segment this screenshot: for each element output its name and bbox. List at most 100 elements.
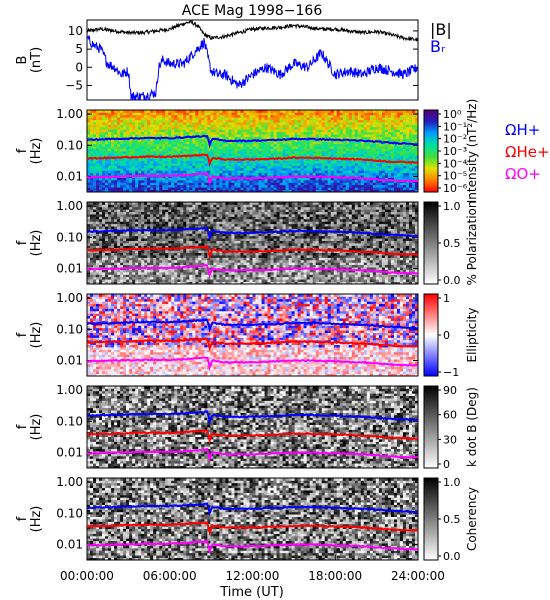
colorbar-tick-label: −1 — [443, 366, 459, 379]
y-axis-label: f — [15, 516, 30, 521]
x-tick-label: 12:00:00 — [226, 569, 280, 583]
panel-polarization: f (Hz) 1.00 0.10 0.01 1.0 0.5 0.0 % Polarization — [15, 199, 479, 287]
colorbar-tick-label: 10⁻² — [443, 133, 467, 146]
colorbar-tick-label: 10⁻⁵ — [443, 170, 467, 183]
colorbar-tick-label: 30 — [443, 433, 457, 446]
y-tick-label: 0.10 — [56, 322, 83, 336]
gyrofrequency-legend-label: ΩHe+ — [505, 143, 550, 161]
x-tick-label: 06:00:00 — [143, 569, 197, 583]
colorbar: 90 60 30 0 k dot B (Deg) — [423, 384, 479, 471]
panel-coherency: f (Hz) 1.00 0.10 0.01 1.0 0.5 0.0 Coherency — [15, 475, 479, 563]
y-tick-label: 1.00 — [56, 291, 83, 305]
gyrofrequency-line — [87, 244, 418, 260]
y-axis-unit: (nT) — [29, 47, 44, 73]
gyrofrequency-line — [87, 264, 418, 279]
gyrofrequency-line — [87, 521, 418, 536]
colorbar-tick-label: 10⁻¹ — [443, 120, 467, 133]
colorbar-scale — [423, 109, 439, 193]
colorbar-tick-label: 0.5 — [443, 513, 461, 526]
x-axis: 00:00:00 06:00:00 12:00:00 18:00:00 24:00:00 — [60, 555, 445, 583]
gyrofrequency-line — [87, 356, 418, 371]
y-tick-label: 0.01 — [56, 538, 83, 552]
colorbar-tick-label: 1.0 — [443, 476, 461, 489]
y-tick-label: 10 — [68, 24, 83, 38]
colorbar-label: Coherency — [465, 487, 479, 551]
heatmap-cells — [87, 294, 419, 377]
colorbar-tick-label: 60 — [443, 409, 457, 422]
gyrofrequency-line — [87, 318, 418, 333]
y-tick-label: 0.01 — [56, 170, 83, 184]
colorbar-label: Intensity (nT²/Hz) — [465, 99, 479, 204]
x-tick-label: 00:00:00 — [60, 569, 114, 583]
gyrofrequency-line — [87, 171, 418, 186]
colorbar-tick-label: 0.0 — [443, 274, 461, 287]
y-tick-label: 0.10 — [56, 230, 83, 244]
chart-title: ACE Mag 1998−166 — [182, 3, 323, 19]
colorbar: 1.0 0.5 0.0 Coherency — [423, 476, 479, 563]
y-tick-label: −5 — [65, 78, 83, 92]
panel-intensity: f (Hz) 1.00 0.10 0.01 10⁰10⁻¹10⁻²10⁻³10⁻⁴10⁻⁵… — [15, 99, 550, 204]
colorbar-scale — [423, 293, 439, 377]
y-axis-label: B — [15, 56, 30, 65]
panel-ellipticity: f (Hz) 1.00 0.10 0.01 1 0 −1 Ellipticity — [15, 291, 479, 379]
gyrofrequency-line — [87, 410, 418, 426]
x-tick-label: 24:00:00 — [391, 569, 445, 583]
colorbar-tick-label: 10⁻⁶ — [443, 182, 468, 195]
plot-frame — [86, 109, 419, 193]
panel-bfield: B (nT) −5 0 5 10 |B|Bᵣ — [15, 19, 452, 101]
colorbar-tick-label: 1 — [443, 292, 450, 305]
y-axis-unit: (Hz) — [29, 322, 44, 349]
gyrofrequency-legend-label: ΩH+ — [505, 121, 540, 139]
colorbar-tick-label: 0 — [443, 329, 450, 342]
plot-frame — [86, 385, 419, 469]
gyrofrequency-line — [87, 226, 418, 242]
y-axis-label: f — [15, 148, 30, 153]
y-tick-label: 1.00 — [56, 383, 83, 397]
gyrofrequency-legend-label: ΩO+ — [505, 165, 541, 183]
colorbar-tick-label: 10⁰ — [443, 108, 462, 121]
heatmap-cells — [87, 386, 419, 469]
panel-kdotb: f (Hz) 1.00 0.10 0.01 90 60 30 0 k dot B (Deg) — [15, 383, 479, 471]
heatmap-cells — [87, 110, 419, 193]
y-axis-label: f — [15, 424, 30, 429]
colorbar-tick-label: 0.0 — [443, 550, 461, 563]
gyrofrequency-line — [87, 153, 418, 167]
y-axis-unit: (Hz) — [29, 506, 44, 533]
colorbar-label: k dot B (Deg) — [465, 387, 479, 467]
x-tick-label: 18:00:00 — [308, 569, 362, 583]
colorbar-tick-label: 1.0 — [443, 200, 461, 213]
legend-entry: |B| — [430, 20, 452, 39]
y-tick-label: 0 — [75, 60, 83, 74]
y-tick-label: 0.10 — [56, 138, 83, 152]
x-axis-label: Time (UT) — [219, 585, 284, 600]
colorbar-scale — [423, 477, 439, 561]
legend-entry: Bᵣ — [430, 37, 446, 56]
colorbar-tick-label: 10⁻³ — [443, 145, 467, 158]
y-tick-label: 1.00 — [56, 199, 83, 213]
y-axis-unit: (Hz) — [29, 414, 44, 441]
colorbar: 1.0 0.5 0.0 % Polarization — [423, 200, 479, 287]
y-tick-label: 0.10 — [56, 506, 83, 520]
plot-frame — [86, 201, 419, 285]
colorbar: 1 0 −1 Ellipticity — [423, 292, 479, 379]
y-axis-unit: (Hz) — [29, 230, 44, 257]
gyrofrequency-legend: ΩH+ ΩHe+ ΩO+ — [505, 121, 550, 183]
series-line — [87, 35, 418, 100]
gyrofrequency-line — [87, 134, 418, 149]
colorbar-label: % Polarization — [465, 201, 479, 286]
y-tick-label: 5 — [75, 42, 83, 56]
gyrofrequency-line — [87, 429, 418, 445]
y-tick-label: 1.00 — [56, 475, 83, 489]
gyrofrequency-line — [87, 502, 418, 517]
colorbar-scale — [423, 201, 439, 285]
y-tick-label: 0.01 — [56, 262, 83, 276]
colorbar-scale — [423, 385, 439, 469]
colorbar-tick-label: 10⁻⁴ — [443, 157, 468, 170]
y-axis-label: f — [15, 240, 30, 245]
y-tick-label: 0.01 — [56, 354, 83, 368]
plot-frame — [86, 293, 419, 377]
gyrofrequency-line — [87, 447, 418, 463]
